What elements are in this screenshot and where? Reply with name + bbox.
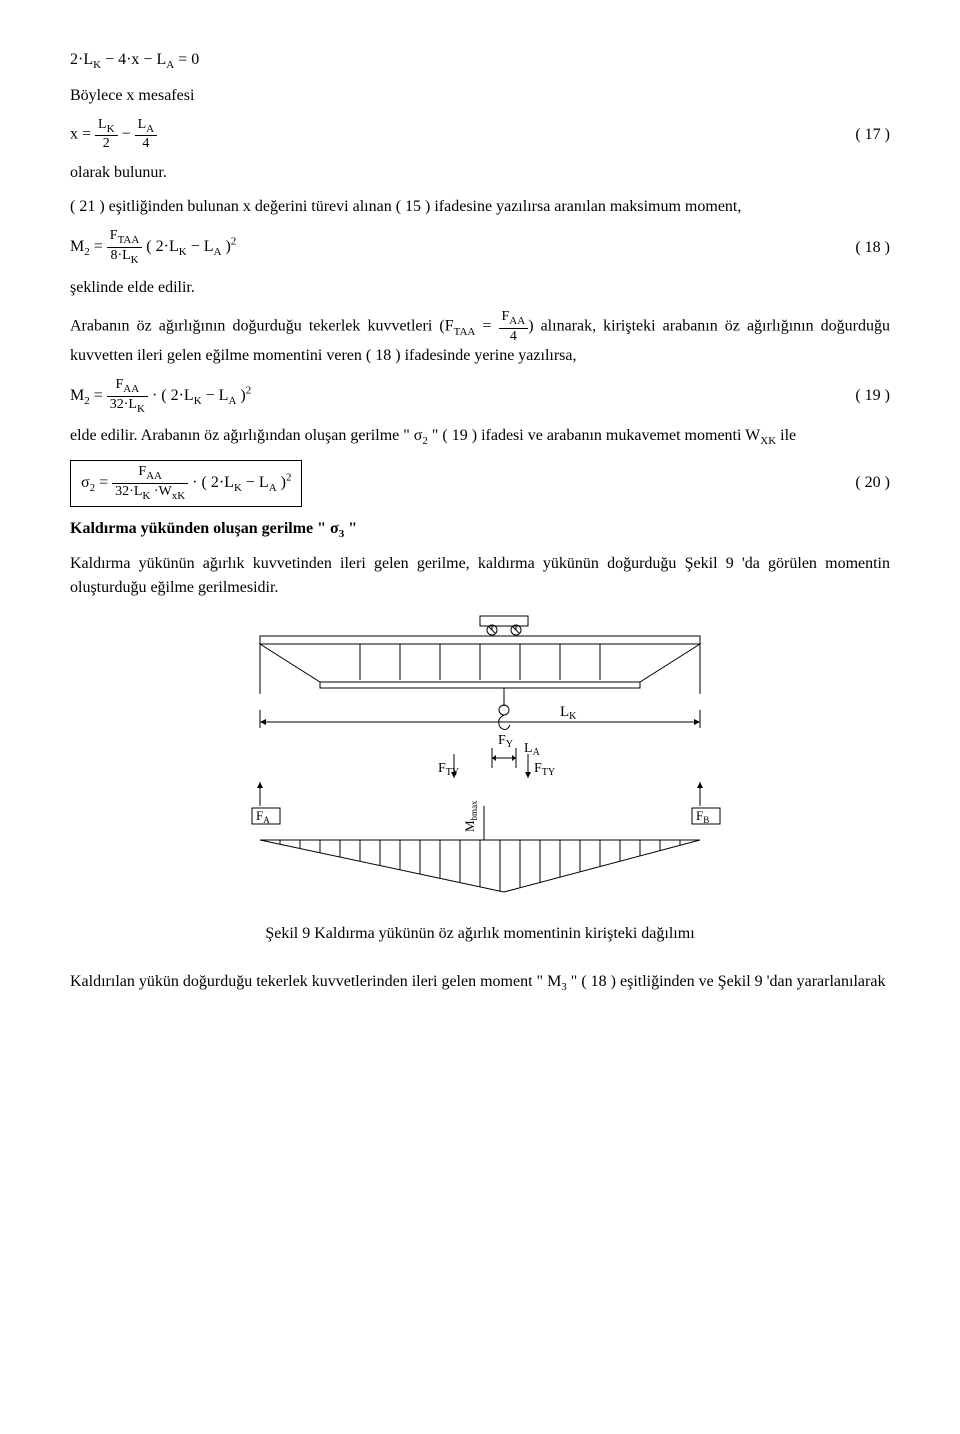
equation-line: 2·LK − 4·x − LA = 0 — [70, 48, 890, 74]
frac-top: F — [110, 228, 118, 243]
eq-text: = — [90, 387, 107, 404]
eq-text: − — [122, 125, 135, 142]
figure-caption: Şekil 9 Kaldırma yükünün öz ağırlık mome… — [70, 922, 890, 946]
eq-text: − 4·x − L — [101, 51, 166, 68]
body-text: Kaldırma yükünün ağırlık kuvvetinden ile… — [70, 552, 890, 600]
eq-text: ) — [221, 238, 230, 255]
eq-text: F — [445, 318, 454, 335]
body-text: Böylece x mesafesi — [70, 84, 890, 108]
body-text: şeklinde elde edilir. — [70, 276, 890, 300]
fraction: LA 4 — [135, 118, 158, 152]
equation-row: M2 = FTAA 8·LK ( 2·LK − LA )2 ( 18 ) — [70, 229, 890, 266]
frac-top: L — [138, 117, 147, 132]
frac-bot-sub: K — [131, 254, 139, 266]
frac-bot: 32·L — [110, 397, 137, 412]
eq-text: = — [90, 238, 107, 255]
svg-text:LA: LA — [524, 741, 541, 758]
svg-text:FTY: FTY — [534, 761, 555, 778]
eq-number: ( 20 ) — [855, 471, 890, 495]
frac-top-sub: A — [146, 122, 154, 134]
svg-text:Mbmax: Mbmax — [462, 800, 479, 832]
eq-sub: K — [194, 395, 202, 407]
eq-text: = 0 — [174, 51, 199, 68]
eq-sub: XK — [760, 436, 776, 448]
frac-top-sub: TAA — [118, 234, 140, 246]
body-span: ile — [776, 427, 796, 444]
body-span: " ( 19 ) ifadesi ve arabanın mukavemet m… — [428, 427, 760, 444]
fraction: FAA4 — [499, 310, 529, 344]
eq-text: · ( 2·L — [152, 387, 194, 404]
eq-number: ( 17 ) — [855, 123, 890, 147]
frac-top-sub: K — [107, 122, 115, 134]
eq-text: − L — [187, 238, 214, 255]
equation-row: x = LK 2 − LA 4 ( 17 ) — [70, 118, 890, 152]
frac-bot: 4 — [135, 136, 158, 151]
frac-top-sub: AA — [146, 470, 162, 482]
equation-row: σ2 = FAA 32·LK ·WxK · ( 2·LK − LA )2 ( 2… — [70, 460, 890, 507]
eq-text: M — [70, 238, 84, 255]
eq-text: = — [95, 474, 112, 491]
fraction: FAA 32·LK — [107, 378, 148, 415]
body-text: Arabanın öz ağırlığının doğurduğu tekerl… — [70, 310, 890, 368]
frac-top: L — [98, 117, 107, 132]
eq-sup: 2 — [231, 236, 237, 248]
eq-number: ( 19 ) — [855, 384, 890, 408]
svg-text:FA: FA — [256, 808, 270, 825]
eq-text: M — [70, 387, 84, 404]
eq-sub: TAA — [454, 326, 476, 338]
frac-bot: ·W — [150, 484, 171, 499]
fraction: FTAA 8·LK — [107, 229, 143, 266]
fraction: LK 2 — [95, 118, 118, 152]
eq-text: x = — [70, 125, 95, 142]
frac-bot-sub: K — [137, 402, 145, 414]
svg-text:FB: FB — [696, 808, 709, 825]
diagram-svg: LK FY LA FTY FTY FA FB — [200, 610, 760, 910]
eq-number: ( 18 ) — [855, 236, 890, 260]
body-span: elde edilir. Arabanın öz ağırlığından ol… — [70, 427, 422, 444]
eq-sub: K — [93, 59, 101, 71]
body-text: ( 21 ) eşitliğinden bulunan x değerini t… — [70, 195, 890, 219]
frac-bot: 32·L — [115, 484, 142, 499]
eq-sup: 2 — [286, 472, 292, 484]
frac-bot: 8·L — [110, 248, 130, 263]
boxed-equation: σ2 = FAA 32·LK ·WxK · ( 2·LK − LA )2 — [70, 460, 302, 507]
eq-text: ) — [236, 387, 245, 404]
equation-row: M2 = FAA 32·LK · ( 2·LK − LA )2 ( 19 ) — [70, 378, 890, 415]
eq-text: ( 2·L — [146, 238, 178, 255]
frac-top-sub: AA — [123, 383, 139, 395]
frac-bot: 4 — [499, 329, 529, 344]
frac-top-sub: AA — [509, 315, 525, 327]
eq-text: ) — [277, 474, 286, 491]
eq-sub: A — [166, 59, 174, 71]
eq-text: 2·L — [70, 51, 93, 68]
frac-bot-sub: xK — [172, 490, 185, 502]
heading-text: Kaldırma yükünden oluşan gerilme " σ — [70, 520, 339, 537]
eq-sub: K — [179, 247, 187, 259]
body-span: Kaldırılan yükün doğurduğu tekerlek kuvv… — [70, 973, 561, 990]
svg-text:FTY: FTY — [438, 761, 459, 778]
eq-sup: 2 — [246, 385, 252, 397]
eq-sub: A — [269, 482, 277, 494]
heading-text: " — [344, 520, 357, 537]
eq-text: − L — [202, 387, 229, 404]
body-span: " ( 18 ) eşitliğinden ve Şekil 9 'dan ya… — [567, 973, 886, 990]
figure-diagram: LK FY LA FTY FTY FA FB — [70, 610, 890, 910]
section-heading: Kaldırma yükünden oluşan gerilme " σ3 " — [70, 517, 890, 543]
frac-bot: 2 — [95, 136, 118, 151]
svg-text:LK: LK — [560, 704, 577, 722]
fraction: FAA 32·LK ·WxK — [112, 465, 188, 502]
body-text: olarak bulunur. — [70, 161, 890, 185]
body-text: Kaldırılan yükün doğurduğu tekerlek kuvv… — [70, 970, 890, 996]
svg-text:FY: FY — [498, 733, 513, 750]
frac-top: F — [138, 464, 146, 479]
body-text: elde edilir. Arabanın öz ağırlığından ol… — [70, 424, 890, 450]
eq-text: = — [475, 318, 498, 335]
body-span: Arabanın öz ağırlığının doğurduğu tekerl… — [70, 318, 445, 335]
eq-text: · ( 2·L — [192, 474, 234, 491]
eq-text: − L — [242, 474, 269, 491]
eq-sub: K — [234, 482, 242, 494]
eq-text: σ — [81, 474, 90, 491]
